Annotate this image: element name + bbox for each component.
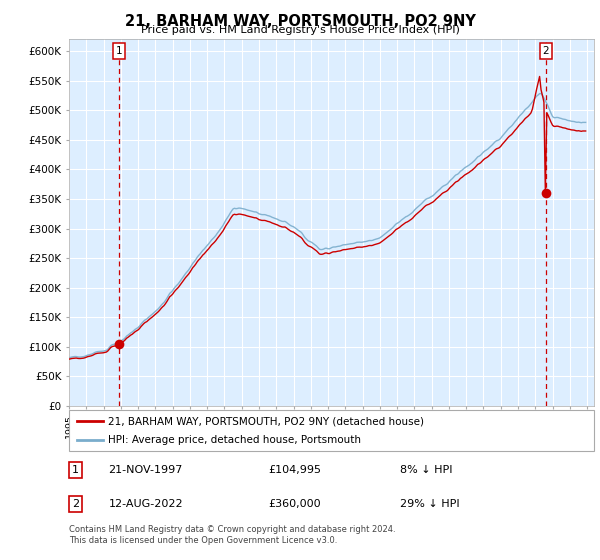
Text: £104,995: £104,995: [269, 465, 322, 475]
Text: 8% ↓ HPI: 8% ↓ HPI: [400, 465, 452, 475]
Text: 21-NOV-1997: 21-NOV-1997: [109, 465, 183, 475]
Text: Contains HM Land Registry data © Crown copyright and database right 2024.
This d: Contains HM Land Registry data © Crown c…: [69, 525, 395, 545]
Text: £360,000: £360,000: [269, 499, 321, 509]
Text: HPI: Average price, detached house, Portsmouth: HPI: Average price, detached house, Port…: [109, 435, 361, 445]
Text: 1: 1: [116, 46, 122, 56]
Text: 21, BARHAM WAY, PORTSMOUTH, PO2 9NY: 21, BARHAM WAY, PORTSMOUTH, PO2 9NY: [125, 14, 475, 29]
Text: 1: 1: [72, 465, 79, 475]
Text: 12-AUG-2022: 12-AUG-2022: [109, 499, 183, 509]
Text: Price paid vs. HM Land Registry's House Price Index (HPI): Price paid vs. HM Land Registry's House …: [140, 25, 460, 35]
Text: 2: 2: [542, 46, 549, 56]
Text: 29% ↓ HPI: 29% ↓ HPI: [400, 499, 460, 509]
FancyBboxPatch shape: [69, 410, 594, 451]
Text: 2: 2: [72, 499, 79, 509]
Text: 21, BARHAM WAY, PORTSMOUTH, PO2 9NY (detached house): 21, BARHAM WAY, PORTSMOUTH, PO2 9NY (det…: [109, 417, 424, 426]
